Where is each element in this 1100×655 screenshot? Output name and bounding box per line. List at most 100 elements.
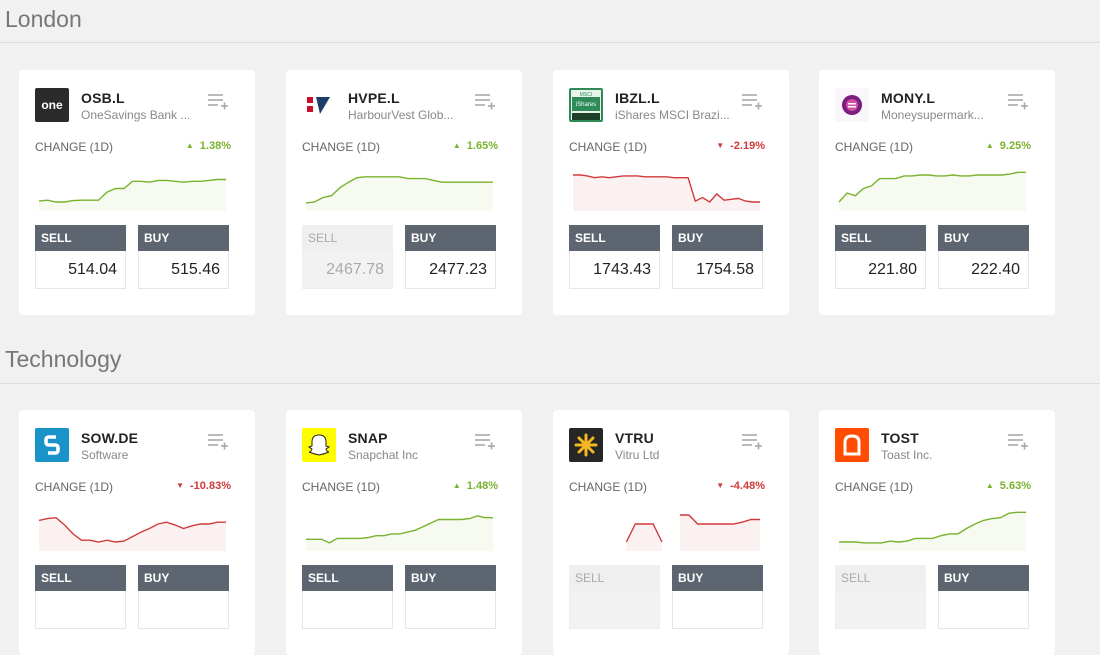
instrument-card[interactable]: TOST Toast Inc. CHANGE (1D) ▲ 5.63% SELL … xyxy=(819,410,1055,655)
instrument-symbol[interactable]: SOW.DE xyxy=(81,430,139,446)
ishares-msci-logo-icon[interactable]: MSCI iShares xyxy=(569,88,603,122)
sparkline-line xyxy=(38,516,226,543)
instrument-symbol[interactable]: TOST xyxy=(881,430,919,446)
instrument-symbol[interactable]: MONY.L xyxy=(881,90,936,106)
sparkline-area xyxy=(626,524,662,551)
sell-button[interactable]: SELL xyxy=(35,225,126,251)
instrument-symbol[interactable]: HVPE.L xyxy=(348,90,400,106)
sparkline-chart xyxy=(839,511,1026,551)
sparkline-chart xyxy=(38,516,226,551)
sell-price[interactable] xyxy=(302,591,393,629)
sparkline-line xyxy=(306,515,493,544)
sparkline-line xyxy=(38,178,226,203)
toast-logo-icon[interactable] xyxy=(835,428,869,462)
sell-price[interactable] xyxy=(35,591,126,629)
sell-price[interactable] xyxy=(569,591,660,629)
instrument-card[interactable]: MONY.L Moneysupermark... CHANGE (1D) ▲ 9.… xyxy=(819,70,1055,315)
add-to-watchlist-icon[interactable] xyxy=(207,92,229,110)
buy-price[interactable] xyxy=(138,591,229,629)
sparkline-line xyxy=(679,514,760,525)
section-divider xyxy=(0,42,1100,43)
change-value: ▼ -4.48% xyxy=(716,480,765,492)
svg-text:MSCI: MSCI xyxy=(580,92,593,98)
sparkline-area xyxy=(573,175,760,211)
change-percent: 5.63% xyxy=(999,480,1031,492)
sparkline-line xyxy=(573,174,760,203)
instrument-card[interactable]: SNAP Snapchat Inc CHANGE (1D) ▲ 1.48% SEL… xyxy=(286,410,522,655)
buy-button[interactable]: BUY xyxy=(672,225,763,251)
svg-text:iShares: iShares xyxy=(576,102,596,108)
buy-price[interactable] xyxy=(672,591,763,629)
sparkline-area xyxy=(39,179,226,211)
instrument-card[interactable]: SOW.DE Software CHANGE (1D) ▼ -10.83% SEL… xyxy=(19,410,255,655)
buy-price[interactable] xyxy=(405,591,496,629)
instrument-card[interactable]: one OSB.L OneSavings Bank ... CHANGE (1D… xyxy=(19,70,255,315)
instrument-name: Vitru Ltd xyxy=(615,448,660,462)
sell-price[interactable]: 221.80 xyxy=(835,251,926,289)
add-to-watchlist-icon[interactable] xyxy=(207,432,229,450)
sparkline-chart xyxy=(625,514,760,551)
change-value: ▲ 1.38% xyxy=(186,140,231,152)
buy-price[interactable]: 1754.58 xyxy=(672,251,763,289)
instrument-name: iShares MSCI Brazi... xyxy=(615,108,730,122)
sell-button[interactable]: SELL xyxy=(35,565,126,591)
sparkline-area xyxy=(839,172,1026,211)
add-to-watchlist-icon[interactable] xyxy=(1007,92,1029,110)
add-to-watchlist-icon[interactable] xyxy=(741,432,763,450)
instrument-symbol[interactable]: IBZL.L xyxy=(615,90,660,106)
add-to-watchlist-icon[interactable] xyxy=(474,432,496,450)
instrument-name: Moneysupermark... xyxy=(881,108,984,122)
add-to-watchlist-icon[interactable] xyxy=(741,92,763,110)
buy-button[interactable]: BUY xyxy=(405,565,496,591)
change-percent: -4.48% xyxy=(730,480,765,492)
snapchat-ghost-logo-icon[interactable] xyxy=(302,428,336,462)
buy-button[interactable]: BUY xyxy=(672,565,763,591)
instrument-symbol[interactable]: VTRU xyxy=(615,430,654,446)
buy-button[interactable]: BUY xyxy=(938,565,1029,591)
sparkline-line xyxy=(305,176,493,204)
sell-button[interactable]: SELL xyxy=(569,225,660,251)
instrument-name: OneSavings Bank ... xyxy=(81,108,191,122)
buy-button[interactable]: BUY xyxy=(938,225,1029,251)
change-value: ▼ -10.83% xyxy=(176,480,231,492)
moneysupermarket-logo-icon[interactable] xyxy=(835,88,869,122)
add-to-watchlist-icon[interactable] xyxy=(1007,432,1029,450)
triangle-up-icon: ▲ xyxy=(452,481,461,490)
buy-button[interactable]: BUY xyxy=(138,225,229,251)
sell-button[interactable]: SELL xyxy=(302,565,393,591)
triangle-up-icon: ▲ xyxy=(452,141,461,150)
buy-button[interactable]: BUY xyxy=(405,225,496,251)
change-label: CHANGE (1D) xyxy=(35,140,114,154)
sparkline-chart xyxy=(38,178,226,211)
software-ag-logo-icon[interactable] xyxy=(35,428,69,462)
buy-button[interactable]: BUY xyxy=(138,565,229,591)
instrument-card[interactable]: VTRU Vitru Ltd CHANGE (1D) ▼ -4.48% SELL … xyxy=(553,410,789,655)
buy-price[interactable]: 222.40 xyxy=(938,251,1029,289)
instrument-card[interactable]: MSCI iShares IBZL.L iShares MSCI Brazi...… xyxy=(553,70,789,315)
sell-price[interactable]: 514.04 xyxy=(35,251,126,289)
sparkline-chart xyxy=(306,515,493,551)
sell-button[interactable]: SELL xyxy=(302,225,393,251)
sparkline-area xyxy=(839,512,1026,551)
buy-price[interactable]: 515.46 xyxy=(138,251,229,289)
add-to-watchlist-icon[interactable] xyxy=(474,92,496,110)
buy-price[interactable]: 2477.23 xyxy=(405,251,496,289)
vitru-star-logo-icon[interactable] xyxy=(569,428,603,462)
instrument-symbol[interactable]: SNAP xyxy=(348,430,388,446)
one-logo-icon[interactable]: one xyxy=(35,88,69,122)
sparkline-area xyxy=(306,176,493,211)
harbourvest-logo-icon[interactable] xyxy=(302,88,336,122)
instrument-symbol[interactable]: OSB.L xyxy=(81,90,125,106)
sell-price[interactable]: 1743.43 xyxy=(569,251,660,289)
sell-button[interactable]: SELL xyxy=(569,565,660,591)
sell-price[interactable]: 2467.78 xyxy=(302,251,393,289)
one-logo-text: one xyxy=(35,88,69,122)
change-label: CHANGE (1D) xyxy=(569,140,648,154)
section-title-technology: Technology xyxy=(5,346,122,372)
sell-button[interactable]: SELL xyxy=(835,225,926,251)
buy-price[interactable] xyxy=(938,591,1029,629)
sell-button[interactable]: SELL xyxy=(835,565,926,591)
triangle-down-icon: ▼ xyxy=(716,481,725,490)
sell-price[interactable] xyxy=(835,591,926,629)
instrument-card[interactable]: HVPE.L HarbourVest Glob... CHANGE (1D) ▲… xyxy=(286,70,522,315)
